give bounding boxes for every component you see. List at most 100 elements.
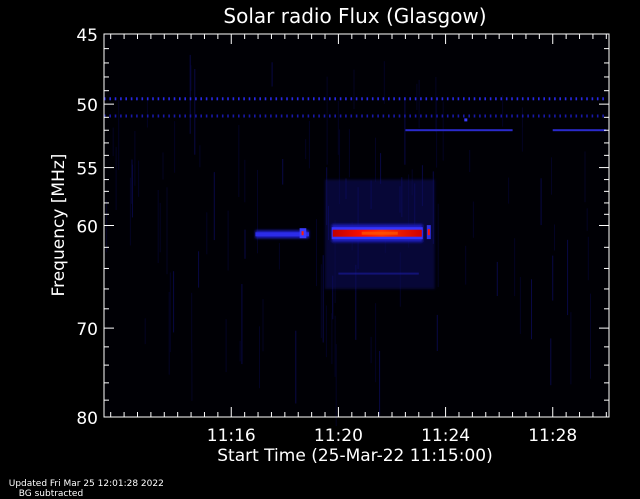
noise-streak [134, 131, 136, 186]
noise-streak [325, 305, 327, 358]
band-dot [538, 97, 540, 101]
band-dot [409, 114, 411, 118]
y-tick-label: 45 [76, 26, 98, 46]
band-dot [291, 114, 294, 118]
noise-streak [131, 159, 133, 204]
band-segment [552, 129, 607, 132]
noise-streak [169, 272, 171, 353]
band-dot [179, 97, 181, 101]
noise-streak [244, 229, 246, 259]
y-tick-label: 55 [76, 160, 98, 180]
band-dot [259, 114, 261, 118]
band-dot [264, 114, 267, 118]
band-dot [430, 97, 433, 101]
chart-title: Solar radio Flux (Glasgow) [223, 4, 486, 28]
band-dot [146, 97, 149, 101]
x-axis-label: Start Time (25-Mar-22 11:15:00) [217, 446, 492, 466]
band-dot [554, 114, 556, 118]
noise-streak [472, 201, 474, 238]
spike-core [427, 229, 430, 236]
feature-band-52.0-b [552, 129, 607, 132]
noise-streak [383, 61, 385, 104]
noise-streak [322, 255, 324, 343]
band-dot [189, 114, 192, 118]
band-dot [361, 114, 363, 118]
noise-streak [199, 145, 201, 168]
band-dot [570, 97, 572, 101]
band-dot [602, 114, 604, 118]
feature-persistent-band-50.9 [104, 114, 604, 118]
footer: Updated Fri Mar 25 12:01:28 2022 BG subt… [3, 469, 164, 499]
band-dot [602, 97, 604, 101]
band-dot [339, 97, 342, 101]
band-dot [441, 97, 444, 101]
band-dot [516, 114, 519, 118]
band-dot [114, 114, 117, 118]
band-dot [302, 114, 304, 118]
band-dot [554, 97, 556, 101]
band-dot [243, 114, 245, 118]
y-tick-label: 70 [76, 320, 98, 340]
band-dot [366, 97, 369, 101]
band-dot [548, 114, 551, 118]
noise-streak [514, 238, 516, 297]
noise-streak [508, 177, 510, 204]
band-dot [254, 114, 256, 118]
band-dot [120, 114, 122, 118]
band-dot [173, 97, 176, 101]
band-dot [313, 97, 315, 101]
band-dot [211, 97, 213, 101]
noise-streak [198, 251, 200, 288]
feature-burst-main [331, 224, 423, 243]
band-dot [489, 97, 492, 101]
band-dot [248, 114, 251, 118]
band-dot [296, 97, 299, 101]
noise-streak [332, 275, 334, 320]
band-dot [179, 114, 181, 118]
background-noise [106, 54, 591, 427]
band-dot [114, 97, 117, 101]
band-dot [414, 97, 417, 101]
noise-streak [146, 97, 148, 128]
noise-streak [138, 160, 140, 197]
noise-streak [262, 299, 264, 352]
noise-streak [295, 330, 297, 404]
band-dot [157, 97, 160, 101]
noise-streak [129, 177, 131, 246]
band-dot [377, 97, 379, 101]
x-tick-label: 11:28 [528, 426, 577, 446]
band-dot [323, 114, 326, 118]
band-dot [446, 97, 449, 101]
noise-streak [531, 279, 532, 340]
band-dot [125, 114, 127, 118]
band-dot [141, 114, 144, 118]
band-dot [591, 114, 594, 118]
band-dot [570, 114, 572, 118]
noise-streak [257, 169, 258, 254]
noise-streak [335, 344, 337, 427]
band-dot [146, 114, 149, 118]
band-dot [109, 114, 111, 118]
updated-timestamp: Updated Fri Mar 25 12:01:28 2022 [8, 479, 164, 489]
band-dot [184, 114, 186, 118]
noise-streak [584, 151, 586, 203]
noise-streak [166, 187, 168, 275]
plot-area [104, 34, 609, 427]
band-dot [350, 114, 353, 118]
band-dot [275, 97, 278, 101]
band-dot [221, 114, 224, 118]
y-tick-label: 50 [76, 96, 98, 116]
noise-streak [282, 159, 284, 185]
band-dot [280, 114, 283, 118]
band-dot [355, 97, 358, 101]
noise-streak [239, 340, 241, 362]
noise-streak [144, 318, 146, 345]
band-dot [286, 114, 288, 118]
band-dot [205, 97, 208, 101]
band-dot [575, 97, 578, 101]
noise-streak [437, 203, 439, 288]
band-dot [307, 97, 310, 101]
band-dot [436, 114, 438, 118]
band-dot [580, 114, 583, 118]
band-dot [104, 114, 106, 118]
